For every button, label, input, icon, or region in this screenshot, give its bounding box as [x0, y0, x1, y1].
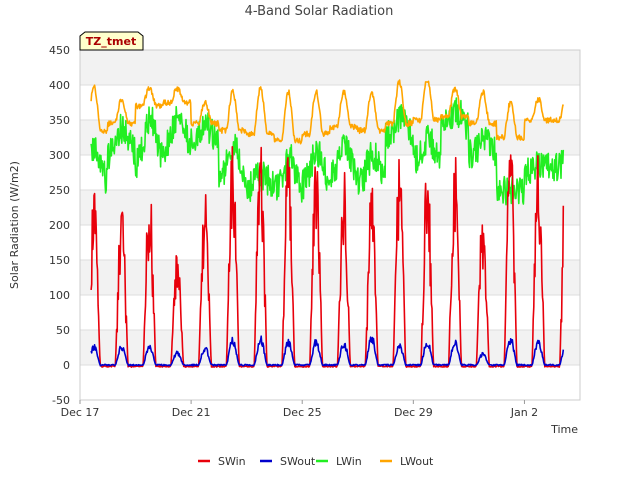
y-tick-label: 200 — [49, 219, 70, 232]
plot-frame — [79, 49, 581, 401]
site-label: TZ_tmet — [86, 35, 136, 48]
legend-label-lwout: LWout — [400, 455, 434, 468]
y-tick-label: 350 — [49, 114, 70, 127]
y-axis-ticks: -50 0 50 100 150 200 250 300 350 400 450 — [49, 44, 70, 407]
series-layer — [90, 79, 565, 368]
x-tick-label: Jan 2 — [510, 406, 538, 419]
legend-label-lwin: LWin — [336, 455, 362, 468]
x-tick-label: Dec 21 — [172, 406, 211, 419]
series-line-lwout — [90, 79, 565, 145]
plot-band — [80, 330, 580, 365]
x-tick-label: Dec 17 — [61, 406, 100, 419]
x-axis-ticks: Dec 17 Dec 21 Dec 25 Dec 29 Jan 2 — [61, 400, 538, 419]
plot-band — [80, 260, 580, 295]
site-label-box: TZ_tmet — [79, 31, 144, 51]
y-tick-label: 150 — [49, 254, 70, 267]
y-tick-label: 400 — [49, 79, 70, 92]
y-tick-label: 450 — [49, 44, 70, 57]
x-tick-label: Dec 25 — [283, 406, 322, 419]
y-tick-label: 0 — [63, 359, 70, 372]
plot-band — [80, 50, 580, 85]
y-tick-label: 100 — [49, 289, 70, 302]
series-line-lwin — [90, 97, 565, 206]
series-line-swout — [90, 335, 565, 367]
legend: SWin SWout LWin LWout — [198, 455, 434, 468]
y-tick-label: 250 — [49, 184, 70, 197]
x-tick-label: Dec 29 — [394, 406, 433, 419]
y-tick-label: 50 — [56, 324, 70, 337]
chart-title: 4-Band Solar Radiation — [245, 4, 394, 19]
legend-label-swout: SWout — [280, 455, 316, 468]
y-tick-label: 300 — [49, 149, 70, 162]
y-tick-label: -50 — [52, 394, 70, 407]
x-axis-label: Time — [550, 423, 578, 436]
site-label-shape — [79, 31, 144, 51]
y-axis-label: Solar Radiation (W/m2) — [8, 161, 21, 289]
series-line-swin — [90, 146, 565, 368]
legend-label-swin: SWin — [218, 455, 246, 468]
